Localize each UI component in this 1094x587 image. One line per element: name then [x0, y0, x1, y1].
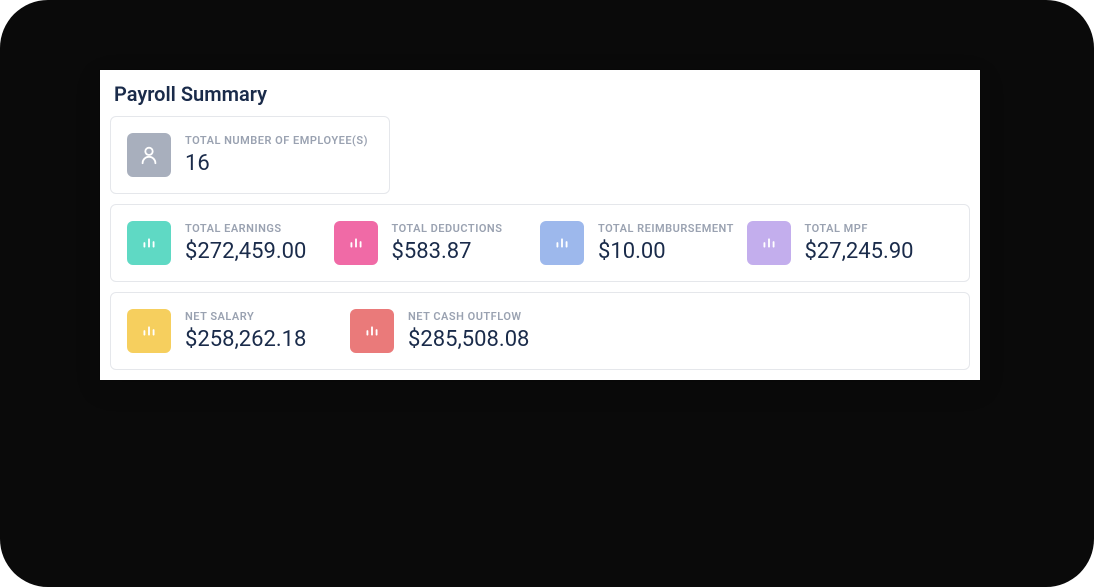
total-reimbursement-value: $10.00 — [598, 239, 734, 264]
employee-count-section: TOTAL NUMBER OF EMPLOYEE(S) 16 — [110, 116, 390, 194]
total-deductions-label: TOTAL DEDUCTIONS — [392, 222, 503, 235]
bar-chart-icon — [127, 221, 171, 265]
bar-chart-icon — [747, 221, 791, 265]
net-cash-outflow-card: NET CASH OUTFLOW $285,508.08 — [350, 309, 573, 353]
net-salary-label: NET SALARY — [185, 310, 306, 323]
net-section: NET SALARY $258,262.18 NET CASH OUTFLOW … — [110, 292, 970, 370]
bar-chart-icon — [350, 309, 394, 353]
net-salary-card: NET SALARY $258,262.18 — [127, 309, 350, 353]
bar-chart-icon — [127, 309, 171, 353]
employee-icon — [127, 133, 171, 177]
total-reimbursement-label: TOTAL REIMBURSEMENT — [598, 222, 734, 235]
net-salary-value: $258,262.18 — [185, 327, 306, 352]
employee-count-card: TOTAL NUMBER OF EMPLOYEE(S) 16 — [127, 133, 368, 177]
employee-count-text: TOTAL NUMBER OF EMPLOYEE(S) 16 — [185, 134, 368, 176]
total-reimbursement-card: TOTAL REIMBURSEMENT $10.00 — [540, 221, 747, 265]
employee-count-value: 16 — [185, 151, 368, 176]
net-cash-outflow-label: NET CASH OUTFLOW — [408, 310, 529, 323]
total-earnings-value: $272,459.00 — [185, 239, 306, 264]
total-earnings-label: TOTAL EARNINGS — [185, 222, 306, 235]
bar-chart-icon — [540, 221, 584, 265]
net-cash-outflow-value: $285,508.08 — [408, 327, 529, 352]
total-mpf-value: $27,245.90 — [805, 239, 914, 264]
total-deductions-value: $583.87 — [392, 239, 503, 264]
total-mpf-card: TOTAL MPF $27,245.90 — [747, 221, 954, 265]
bar-chart-icon — [334, 221, 378, 265]
payroll-summary-panel: Payroll Summary TOTAL NUMBER OF EMPLOYEE… — [100, 70, 980, 380]
total-earnings-card: TOTAL EARNINGS $272,459.00 — [127, 221, 334, 265]
total-mpf-label: TOTAL MPF — [805, 222, 914, 235]
totals-section: TOTAL EARNINGS $272,459.00 TOTAL DEDUCTI… — [110, 204, 970, 282]
page-title: Payroll Summary — [100, 70, 980, 116]
total-deductions-card: TOTAL DEDUCTIONS $583.87 — [334, 221, 541, 265]
employee-count-label: TOTAL NUMBER OF EMPLOYEE(S) — [185, 134, 368, 147]
